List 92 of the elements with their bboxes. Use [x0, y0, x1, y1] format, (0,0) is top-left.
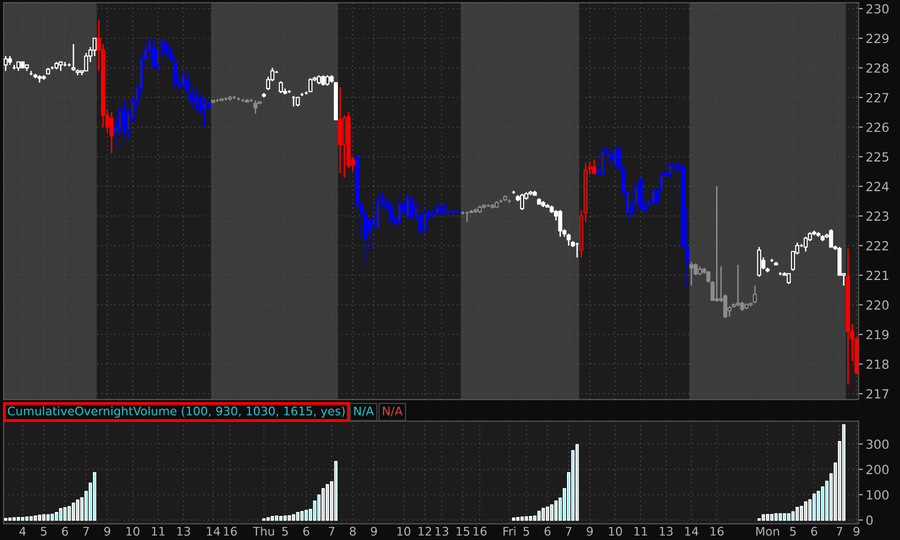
- x-tick-label: 12: [418, 526, 432, 536]
- candlestick: [422, 209, 427, 233]
- x-tick-label: 16: [474, 526, 487, 536]
- x-tick-label: Mon: [756, 526, 780, 536]
- x-tick-label: 10: [609, 526, 622, 536]
- y-tick-label: 224: [866, 182, 889, 192]
- y-tick-label: 225: [866, 152, 888, 162]
- candlestick: [520, 193, 524, 211]
- y-tick-label: 230: [866, 4, 889, 14]
- x-tick-label: 6: [811, 526, 818, 536]
- x-tick-label: 11: [152, 526, 165, 536]
- candlestick: [109, 112, 114, 154]
- candlestick: [410, 196, 414, 222]
- y-tick-label: 226: [866, 122, 889, 132]
- candlestick: [566, 233, 571, 246]
- y-tick-label: 222: [866, 241, 888, 250]
- candlestick: [689, 261, 694, 286]
- x-tick-label: 7: [836, 526, 842, 536]
- candlestick: [714, 186, 719, 303]
- candlestick: [397, 197, 402, 226]
- candlestick: [592, 158, 596, 176]
- x-tick-label: 10: [126, 526, 140, 536]
- candlestick: [736, 264, 740, 307]
- candlestick: [444, 200, 448, 217]
- x-tick-label: Thu: [252, 526, 274, 536]
- candlestick: [804, 236, 808, 252]
- x-tick-label: 9: [853, 526, 860, 536]
- candlestick: [308, 78, 313, 92]
- candlestick: [71, 43, 76, 72]
- candlestick: [202, 96, 207, 128]
- x-tick-label: 6: [544, 526, 551, 536]
- y-tick-label: 100: [866, 490, 889, 500]
- candlestick: [440, 203, 444, 217]
- x-tick-label: 5: [523, 526, 530, 536]
- y-tick-label: 0: [866, 515, 873, 525]
- x-tick-label: 4: [19, 526, 26, 536]
- text: CumulativeOvernightVolume (100, 930, 1030, 1615, yes): [8, 406, 345, 418]
- y-tick-label: 218: [866, 360, 889, 369]
- candlestick: [406, 194, 410, 220]
- x-tick-label: 5: [40, 526, 47, 536]
- candlestick: [786, 273, 791, 285]
- x-tick-label: 10: [397, 526, 410, 536]
- candlestick: [613, 147, 618, 170]
- x-tick-label: 11: [634, 526, 648, 536]
- y-tick-label: 300: [866, 439, 889, 449]
- x-tick-label: 14: [685, 526, 698, 536]
- candlestick: [608, 150, 614, 164]
- x-tick-label: 7: [83, 526, 89, 536]
- x-tick-label: 16: [224, 526, 237, 536]
- y-tick-label: 219: [866, 330, 889, 340]
- candlestick: [651, 188, 656, 205]
- candlestick: [325, 74, 330, 86]
- x-tick-label: 9: [370, 526, 377, 536]
- x-tick-label: 9: [104, 526, 110, 536]
- x-tick-label: 16: [710, 526, 724, 536]
- text: N/A: [382, 406, 403, 416]
- candlestick: [253, 100, 258, 114]
- x-tick-label: Fri: [504, 526, 516, 536]
- y-tick-label: 221: [866, 270, 888, 280]
- candlestick: [668, 162, 672, 178]
- x-tick-label: 13: [177, 526, 190, 536]
- y-tick-label: 200: [866, 464, 889, 474]
- x-tick-label: 7: [328, 526, 334, 536]
- x-tick-label: 6: [62, 526, 68, 536]
- y-tick-label: 223: [866, 211, 888, 221]
- candlestick: [435, 200, 440, 217]
- candlestick: [278, 80, 283, 94]
- candlestick: [122, 100, 126, 140]
- candlestick: [321, 74, 326, 86]
- y-tick-label: 217: [866, 389, 888, 398]
- candlestick: [600, 148, 605, 177]
- candlestick: [829, 228, 834, 248]
- x-tick-label: 8: [350, 526, 356, 536]
- candlestick: [194, 88, 198, 110]
- x-tick-label: 9: [586, 526, 593, 536]
- x-tick-label: 7: [566, 526, 572, 536]
- candlestick: [752, 284, 757, 304]
- x-tick-label: 5: [282, 526, 288, 536]
- candlestick: [152, 38, 156, 69]
- y-tick-label: 220: [866, 300, 889, 310]
- y-tick-label: 228: [866, 63, 889, 73]
- x-tick-label: 13: [435, 526, 448, 536]
- y-tick-label: 227: [866, 92, 888, 102]
- x-tick-label: 6: [303, 526, 310, 536]
- text: N/A: [354, 406, 374, 416]
- x-tick-label: 14: [206, 526, 220, 536]
- candlestick: [4, 55, 8, 72]
- x-tick-label: 13: [660, 526, 673, 536]
- x-tick-label: 5: [790, 526, 796, 536]
- x-tick-label: 15: [456, 526, 470, 536]
- candlestick: [558, 209, 562, 238]
- y-tick-label: 229: [866, 34, 889, 44]
